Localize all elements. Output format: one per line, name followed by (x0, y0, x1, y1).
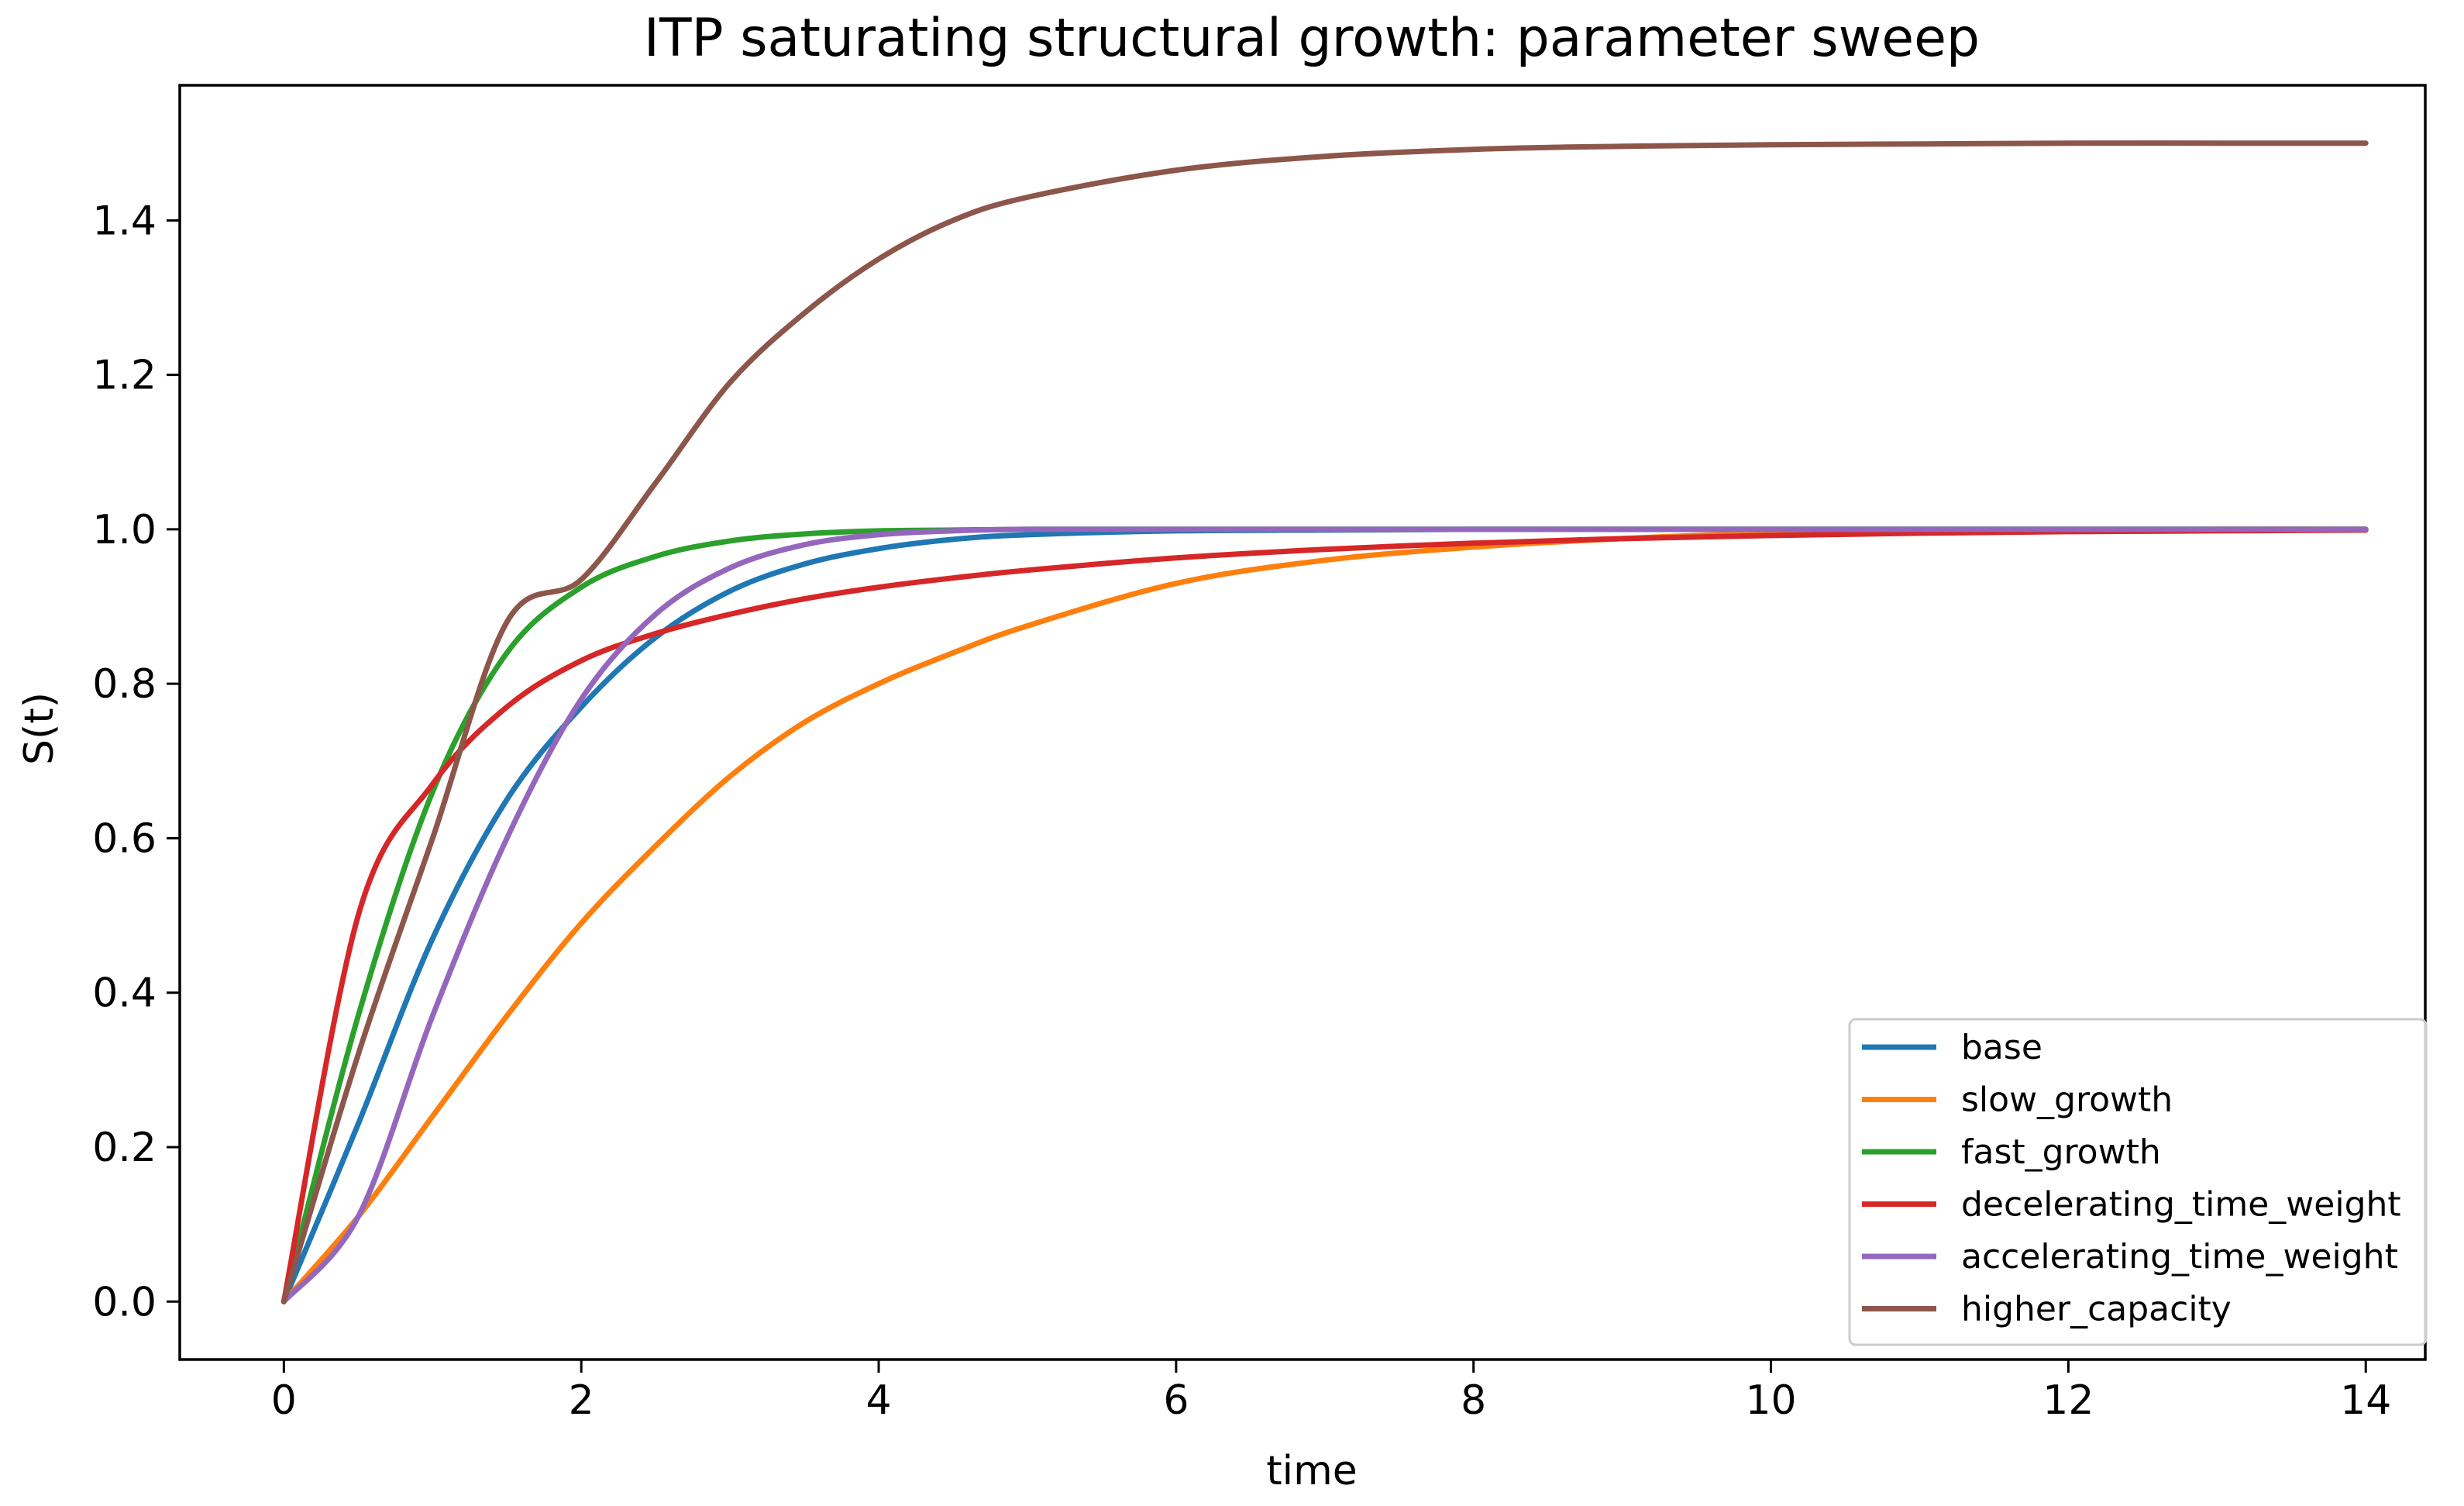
y-tick-label: 0.0 (92, 1279, 157, 1325)
y-tick-label: 1.2 (92, 353, 157, 399)
y-tick-label: 0.6 (92, 815, 157, 862)
x-tick-label: 6 (1163, 1377, 1189, 1424)
plot-frame (178, 84, 2427, 1361)
y-tick-label: 0.4 (92, 970, 157, 1017)
chart-title: ITP saturating structural growth: parame… (644, 8, 1980, 69)
legend-label: decelerating_time_weight (1961, 1185, 2401, 1225)
axis-ticks: 0 2 4 6 8 10 12 14 0.0 0.2 0.4 0.6 0.8 1.0 1.2 1.4 (92, 198, 2391, 1424)
series-line-accelerating-time-weight (280, 526, 2369, 1304)
plot-area (280, 140, 2369, 1304)
y-axis-label: S(t) (16, 692, 63, 765)
series-line-higher-capacity (280, 140, 2369, 1304)
x-tick-label: 2 (569, 1377, 594, 1424)
legend-label: fast_growth (1961, 1132, 2161, 1172)
x-tick-label: 14 (2340, 1377, 2391, 1424)
x-axis-label: time (1266, 1448, 1357, 1494)
x-tick-label: 10 (1745, 1377, 1796, 1424)
legend-label: slow_growth (1961, 1080, 2173, 1120)
x-tick-label: 12 (2042, 1377, 2094, 1424)
legend-label: accelerating_time_weight (1961, 1237, 2398, 1277)
x-tick-label: 0 (271, 1377, 297, 1424)
y-tick-label: 0.2 (92, 1125, 157, 1171)
legend-label: base (1961, 1028, 2042, 1067)
x-tick-label: 8 (1461, 1377, 1486, 1424)
legend-label: higher_capacity (1961, 1290, 2232, 1329)
legend: base slow_growth fast_growth decelerating_t… (1848, 1018, 2428, 1346)
x-tick-label: 4 (865, 1377, 891, 1424)
y-tick-label: 1.0 (92, 507, 157, 553)
legend-box (1848, 1018, 2428, 1346)
y-tick-label: 0.8 (92, 661, 157, 708)
y-tick-label: 1.4 (92, 198, 157, 244)
